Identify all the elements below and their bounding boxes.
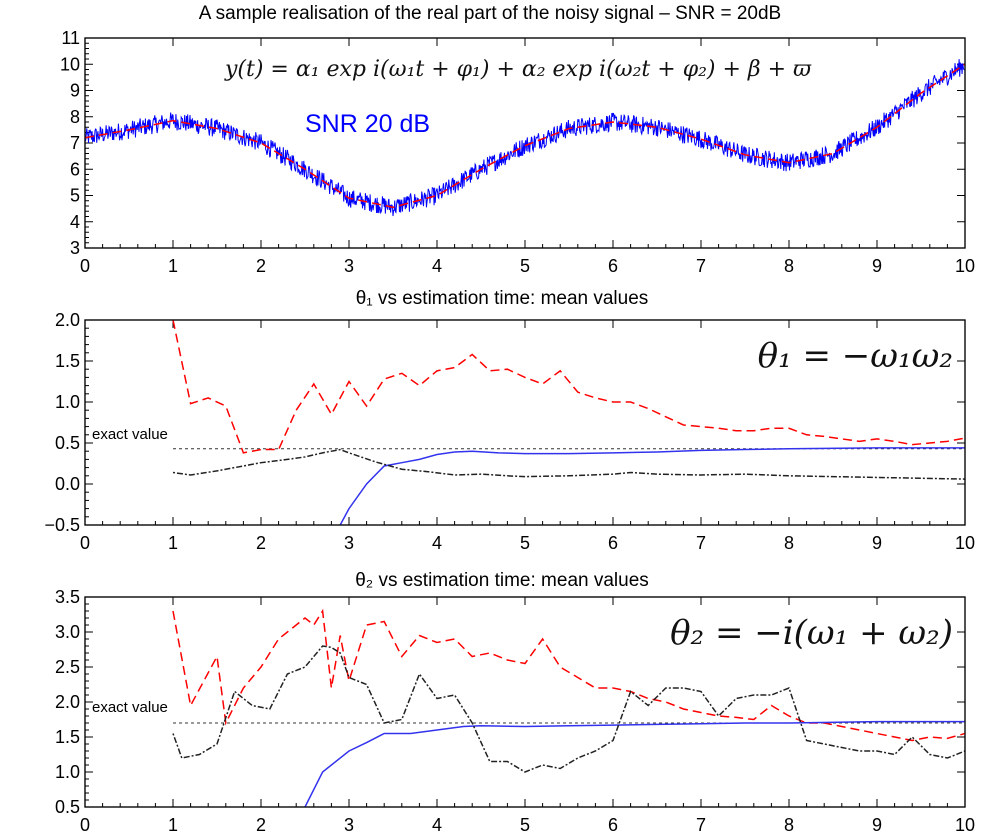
- theta1-plot-area: −0.5 0.0 0.5 1.0 1.5 2.0 0 1 2 3 4 5 6 7 8 9 10: [44, 310, 975, 553]
- theta1-xtick-label: 0: [80, 533, 90, 553]
- theta1-xtick-label: 8: [784, 533, 794, 553]
- signal-xtick-label: 3: [344, 256, 354, 276]
- signal-xtick-label: 8: [784, 256, 794, 276]
- signal-ytick-label: 3: [70, 238, 80, 258]
- theta1-xtick-label: 7: [696, 533, 706, 553]
- theta2-ytick-label: 1.0: [55, 762, 80, 782]
- theta2-exact-value-label: exact value: [92, 699, 168, 716]
- signal-series-0-line: [85, 59, 965, 217]
- theta1-series-1-line: [339, 447, 965, 525]
- signal-plot-area: 3 4 5 6 7 8 9 10 11 0 1 2 3 4 5 6 7 8 9 10: [60, 28, 975, 276]
- theta1-ytick-label: 0.0: [55, 474, 80, 494]
- theta2-ytick-label: 2.0: [55, 692, 80, 712]
- signal-series-group: [85, 59, 965, 217]
- theta2-xtick-label: 4: [432, 815, 442, 835]
- signal-ytick-label: 5: [70, 186, 80, 206]
- signal-xtick-label: 10: [955, 256, 975, 276]
- theta2-xtick-label: 2: [256, 815, 266, 835]
- theta1-xtick-label: 4: [432, 533, 442, 553]
- signal-formula: y(t) = α₁ exp i(ω₁t + φ₁) + α₂ exp i(ω₂t…: [224, 57, 812, 82]
- signal-panel-title: A sample realisation of the real part of…: [199, 3, 781, 24]
- signal-axes-frame-top: [84, 37, 966, 249]
- theta2-xtick-label: 0: [80, 815, 90, 835]
- theta2-formula: θ₂ = −i(ω₁ + ω₂): [670, 613, 953, 653]
- theta1-xtick-label: 10: [955, 533, 975, 553]
- signal-xtick-label: 0: [80, 256, 90, 276]
- theta2-xtick-label: 10: [955, 815, 975, 835]
- theta1-xtick-label: 5: [520, 533, 530, 553]
- theta2-series-2-line: [172, 645, 965, 773]
- theta1-series-2-line: [172, 448, 965, 480]
- signal-ytick-label: 4: [70, 212, 80, 232]
- signal-xtick-label: 9: [872, 256, 882, 276]
- theta1-xtick-label: 1: [168, 533, 178, 553]
- signal-series-1-line: [85, 63, 965, 209]
- signal-ytick-label: 9: [70, 81, 80, 101]
- theta1-ytick-label: 2.0: [55, 310, 80, 330]
- theta1-xtick-label: 3: [344, 533, 354, 553]
- signal-ytick-label: 11: [61, 28, 80, 48]
- theta2-ytick-label: 2.5: [55, 657, 80, 677]
- theta2-series-1-line: [304, 720, 965, 807]
- theta1-panel-title: θ₁ vs estimation time: mean values: [356, 288, 649, 309]
- theta2-xtick-label: 9: [872, 815, 882, 835]
- theta2-ytick-label: 3.0: [55, 622, 80, 642]
- theta1-ytick-label: 0.5: [55, 433, 80, 453]
- theta2-ytick-label: 1.5: [55, 727, 80, 747]
- theta2-panel: θ₂ vs estimation time: mean values 0.5 1.…: [55, 570, 975, 835]
- theta1-exact-value-label: exact value: [92, 426, 168, 443]
- theta2-series-0-line: [172, 608, 965, 742]
- theta1-formula: θ₁ = −ω₁ω₂: [758, 336, 953, 376]
- theta1-xtick-label: 9: [872, 533, 882, 553]
- theta1-series-0-line: [172, 320, 965, 454]
- theta1-panel: θ₁ vs estimation time: mean values −0.50…: [44, 288, 975, 553]
- theta2-xtick-label: 8: [784, 815, 794, 835]
- signal-panel: A sample realisation of the real part of…: [60, 3, 975, 276]
- signal-ytick-label: 6: [70, 159, 80, 179]
- theta1-xtick-label: 6: [608, 533, 618, 553]
- signal-xtick-label: 7: [696, 256, 706, 276]
- theta2-xtick-label: 7: [696, 815, 706, 835]
- theta2-ytick-label: 0.5: [55, 797, 80, 817]
- theta1-ytick-label: −0.5: [44, 515, 80, 535]
- theta2-ytick-label: 3.5: [55, 587, 80, 607]
- signal-ytick-label: 7: [70, 133, 80, 153]
- signal-xtick-label: 6: [608, 256, 618, 276]
- signal-ytick-label: 8: [70, 107, 80, 127]
- snr-annotation: SNR 20 dB: [305, 110, 430, 138]
- theta1-axes-frame-top: [84, 319, 966, 526]
- theta2-panel-title: θ₂ vs estimation time: mean values: [355, 570, 649, 591]
- theta2-xtick-label: 3: [344, 815, 354, 835]
- theta2-plot-area: 0.5 1.0 1.5 2.0 2.5 3.0 3.5 0 1 2 3 4 5 6 7 8 9 10: [55, 587, 975, 835]
- signal-ytick-label: 10: [60, 54, 80, 74]
- signal-xtick-label: 2: [256, 256, 266, 276]
- theta1-ytick-label: 1.0: [55, 392, 80, 412]
- signal-xtick-label: 1: [168, 256, 178, 276]
- theta2-xtick-label: 5: [520, 815, 530, 835]
- theta1-xtick-label: 2: [256, 533, 266, 553]
- theta1-series-group: [172, 320, 965, 525]
- theta2-series-group: [172, 608, 965, 807]
- theta1-ytick-label: 1.5: [55, 351, 80, 371]
- theta2-axes-frame-top: [84, 596, 966, 808]
- theta2-xtick-label: 6: [608, 815, 618, 835]
- signal-xtick-label: 4: [432, 256, 442, 276]
- theta2-xtick-label: 1: [168, 815, 178, 835]
- signal-xtick-label: 5: [520, 256, 530, 276]
